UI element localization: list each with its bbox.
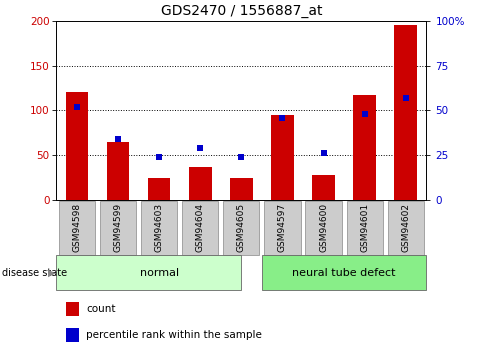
- Bar: [66, 302, 79, 316]
- Text: GSM94602: GSM94602: [401, 203, 410, 252]
- Text: neural tube defect: neural tube defect: [293, 268, 396, 277]
- Bar: [353, 95, 376, 200]
- Point: [278, 115, 286, 120]
- Bar: [189, 167, 212, 200]
- Point: [361, 111, 368, 117]
- Point: [155, 154, 163, 160]
- Text: percentile rank within the sample: percentile rank within the sample: [86, 330, 262, 340]
- Text: GSM94597: GSM94597: [278, 203, 287, 252]
- Point: [402, 95, 410, 101]
- Text: GSM94599: GSM94599: [114, 203, 122, 252]
- FancyBboxPatch shape: [223, 201, 259, 255]
- Text: GSM94598: GSM94598: [73, 203, 81, 252]
- Bar: [148, 178, 171, 200]
- Text: GSM94600: GSM94600: [319, 203, 328, 252]
- Point: [238, 154, 245, 160]
- Bar: [394, 25, 417, 200]
- Text: GSM94601: GSM94601: [360, 203, 369, 252]
- Point: [319, 151, 327, 156]
- FancyBboxPatch shape: [388, 201, 424, 255]
- Bar: [66, 328, 79, 342]
- Bar: [271, 115, 294, 200]
- Bar: [66, 92, 88, 200]
- FancyBboxPatch shape: [262, 255, 426, 290]
- Point: [196, 145, 204, 151]
- FancyBboxPatch shape: [59, 201, 95, 255]
- Text: ▶: ▶: [48, 268, 55, 277]
- Bar: [230, 178, 253, 200]
- FancyBboxPatch shape: [56, 255, 242, 290]
- Point: [73, 104, 81, 110]
- Text: disease state: disease state: [2, 268, 68, 277]
- FancyBboxPatch shape: [264, 201, 300, 255]
- FancyBboxPatch shape: [305, 201, 342, 255]
- Text: GSM94605: GSM94605: [237, 203, 246, 252]
- Bar: [312, 175, 335, 200]
- FancyBboxPatch shape: [182, 201, 219, 255]
- FancyBboxPatch shape: [346, 201, 383, 255]
- Point: [114, 136, 122, 142]
- Title: GDS2470 / 1556887_at: GDS2470 / 1556887_at: [161, 4, 322, 18]
- Text: GSM94603: GSM94603: [155, 203, 164, 252]
- Text: count: count: [86, 304, 116, 314]
- Text: normal: normal: [140, 268, 179, 277]
- Text: GSM94604: GSM94604: [196, 203, 205, 252]
- FancyBboxPatch shape: [100, 201, 136, 255]
- Bar: [107, 142, 129, 200]
- FancyBboxPatch shape: [141, 201, 177, 255]
